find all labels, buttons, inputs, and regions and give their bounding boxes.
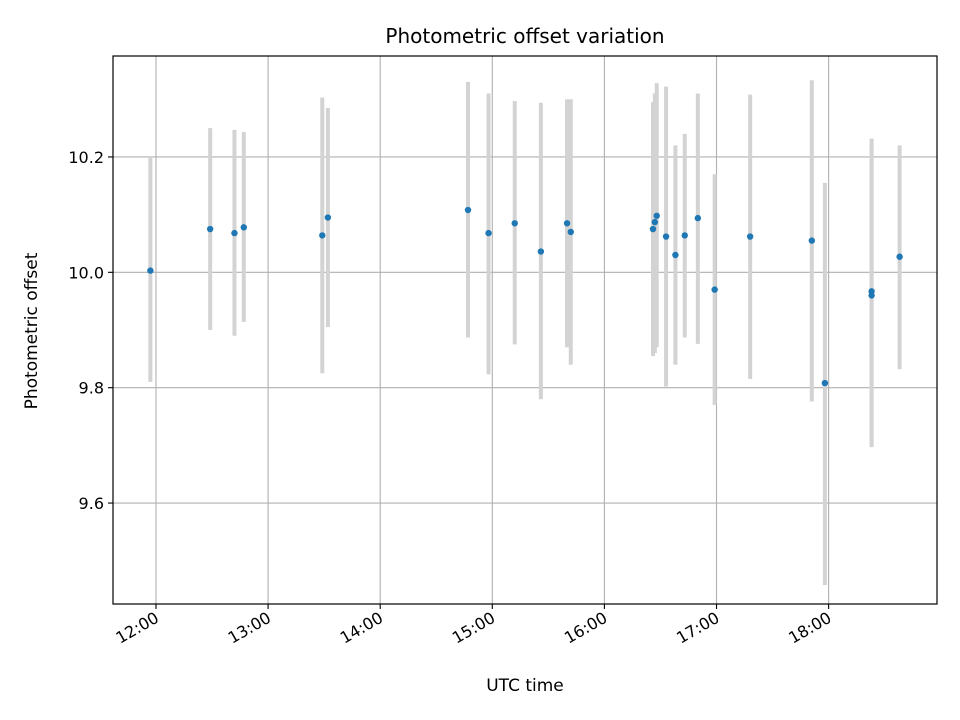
y-axis-ticks: 9.6 9.8 10.0 10.2: [68, 148, 113, 513]
data-point: [563, 220, 571, 227]
data-point: [240, 224, 247, 231]
y-tick-label: 9.8: [79, 379, 104, 398]
data-point: [808, 237, 816, 244]
y-axis-label: Photometric offset: [22, 252, 42, 409]
y-tick-label: 10.0: [68, 263, 104, 282]
data-point: [662, 233, 670, 240]
y-tick-label: 10.2: [68, 148, 104, 167]
data-point: [206, 225, 214, 233]
data-point: [511, 220, 518, 227]
y-tick-label: 9.6: [79, 494, 104, 513]
error-bars: [148, 80, 902, 585]
data-point: [868, 288, 875, 295]
x-tick-label: 15:00: [449, 608, 498, 648]
x-tick-label: 16:00: [561, 608, 610, 648]
data-point: [464, 206, 472, 214]
data-point: [319, 232, 326, 239]
data-point: [324, 214, 332, 221]
x-tick-label: 14:00: [337, 608, 386, 648]
data-point: [653, 212, 660, 219]
data-point: [651, 218, 659, 226]
data-point: [821, 379, 829, 387]
x-axis-ticks: 12:00 13:00 14:00 15:00 16:00 17:00 18:00: [113, 604, 835, 648]
data-point: [672, 251, 679, 259]
x-axis-label: UTC time: [486, 676, 564, 696]
data-point: [147, 267, 154, 274]
data-point: [694, 214, 702, 222]
x-tick-label: 18:00: [785, 608, 834, 648]
data-point: [711, 286, 718, 293]
data-point: [537, 248, 545, 255]
x-tick-label: 17:00: [673, 608, 722, 648]
data-point: [896, 253, 903, 260]
data-point: [485, 229, 492, 237]
data-points: [147, 206, 903, 387]
data-point: [746, 233, 754, 240]
data-point: [567, 228, 574, 236]
data-point: [681, 232, 688, 239]
data-point: [231, 229, 238, 237]
data-point: [649, 225, 657, 233]
plot-frame: [112, 55, 938, 605]
chart-title: Photometric offset variation: [385, 24, 664, 48]
x-tick-label: 13:00: [225, 608, 274, 648]
x-tick-label: 12:00: [113, 608, 162, 648]
